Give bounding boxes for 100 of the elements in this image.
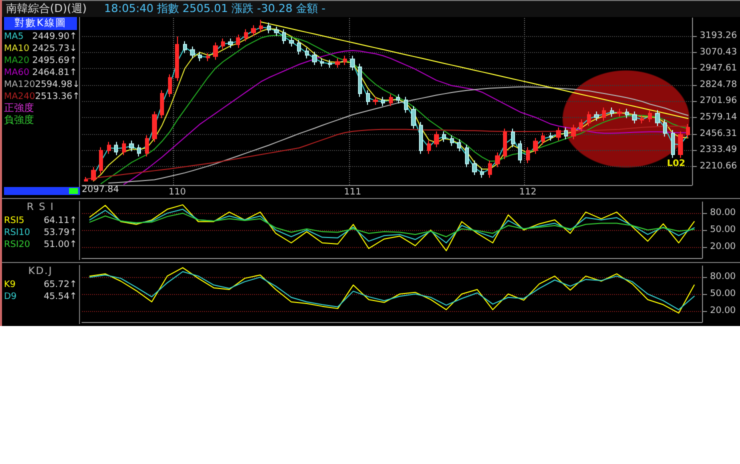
candlestick	[556, 126, 561, 142]
text: D9	[4, 291, 17, 303]
candlestick	[350, 55, 355, 71]
candlestick	[663, 118, 667, 138]
candlestick	[312, 51, 317, 66]
candlestick	[419, 122, 423, 154]
candlestick	[472, 160, 477, 176]
text: RSI20	[4, 239, 30, 251]
text: 2594.98↓	[35, 79, 80, 91]
text: RSI10	[4, 227, 30, 239]
candlestick	[168, 74, 172, 98]
text: MA20	[4, 55, 30, 67]
line-series	[89, 204, 695, 252]
text: 2425.73↓	[32, 43, 77, 55]
candlestick	[366, 90, 370, 106]
line-series	[260, 21, 688, 119]
text: 51.00↑	[44, 239, 77, 251]
candlestick	[122, 140, 126, 156]
text: MA5	[4, 31, 24, 43]
y-tick-label: 2210.66	[700, 161, 738, 172]
candlestick	[678, 130, 683, 158]
text: 2449.90↑	[32, 31, 77, 43]
candlestick	[358, 63, 362, 98]
legend-title: R S I	[26, 201, 56, 214]
candlestick	[228, 38, 233, 48]
candlestick	[244, 28, 248, 42]
y-tick-label: 50.00	[710, 225, 736, 235]
candlestick	[571, 124, 576, 140]
candlestick	[343, 55, 347, 66]
text: RSI5	[4, 215, 24, 227]
candlestick	[480, 168, 484, 178]
candlestick	[389, 94, 393, 107]
candlestick	[206, 52, 210, 62]
candlestick	[617, 108, 622, 118]
line-series	[89, 208, 695, 244]
candlestick	[511, 128, 515, 148]
y-tick-label: 2333.49	[700, 145, 738, 156]
candlestick	[213, 42, 218, 60]
candlestick	[579, 118, 583, 132]
candlestick	[396, 94, 400, 104]
candlestick	[610, 106, 614, 118]
text: 2464.81↑	[32, 67, 77, 79]
candlestick	[190, 46, 195, 59]
candlestick	[84, 176, 88, 182]
x-tick-label: 110	[168, 188, 186, 198]
y-tick-label: 80.00	[710, 208, 736, 218]
candlestick	[129, 140, 134, 152]
annotation: 2097.84	[82, 185, 120, 196]
chart-subtitle: 18:05:40 指數 2505.01 漲跌 -30.28 金額 -	[103, 2, 326, 15]
candlestick	[137, 144, 141, 158]
candlestick	[251, 24, 256, 36]
text: MA60	[4, 67, 30, 79]
y-tick-label: 50.00	[710, 289, 736, 299]
candlestick	[549, 132, 553, 142]
candlestick	[328, 59, 332, 68]
candlestick	[533, 137, 538, 154]
legend-title: KD.J	[27, 265, 54, 278]
chart-title: 南韓綜合(D)(週)	[6, 2, 87, 15]
candlestick	[107, 141, 111, 154]
candlestick	[381, 96, 385, 107]
line-series	[108, 86, 688, 184]
legend-title: 對數K線圖	[4, 17, 77, 30]
candlestick	[671, 129, 675, 158]
text: 正強度	[4, 103, 34, 114]
candlestick	[259, 19, 263, 32]
line-series	[85, 126, 688, 180]
candlestick	[236, 34, 240, 48]
y-tick-label: 2701.96	[700, 96, 738, 106]
candlestick	[320, 58, 324, 67]
candlestick	[450, 134, 454, 146]
candlestick	[518, 140, 522, 164]
candlestick	[289, 36, 294, 47]
candlestick	[91, 166, 96, 182]
text: 65.72↑	[44, 279, 77, 291]
text: 2495.69↑	[32, 55, 77, 67]
y-tick-label: 2824.78	[700, 80, 738, 90]
candlestick	[198, 51, 202, 62]
candlestick	[686, 124, 690, 138]
candlestick	[655, 110, 660, 127]
y-tick-label: 2947.61	[700, 64, 737, 74]
candlestick	[411, 106, 416, 130]
candlestick	[99, 146, 103, 174]
text: MA10	[4, 43, 30, 55]
candlestick	[267, 22, 271, 34]
candlestick	[564, 126, 568, 140]
candlestick	[305, 47, 309, 59]
candlestick	[183, 40, 187, 54]
candlestick	[587, 110, 591, 127]
candlestick	[503, 128, 507, 160]
candlestick	[640, 114, 644, 124]
candlestick	[335, 58, 340, 68]
candlestick	[541, 132, 545, 146]
candlestick	[274, 26, 279, 36]
text: 64.11↑	[44, 215, 77, 227]
candlestick	[465, 144, 469, 168]
text: 2513.36↑	[35, 91, 80, 103]
text: MA120	[4, 79, 36, 91]
y-tick-label: 2456.31	[700, 128, 737, 139]
candlestick	[221, 38, 225, 50]
text: 負強度	[4, 115, 34, 127]
